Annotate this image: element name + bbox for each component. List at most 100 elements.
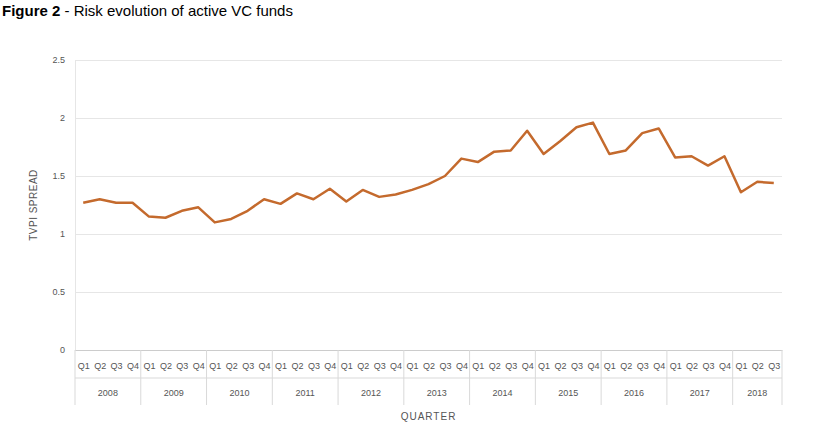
x-tick: Q2: [686, 350, 698, 371]
x-tick: Q1: [735, 350, 747, 371]
x-tick: Q4: [390, 350, 402, 371]
x-tick-label: Q3: [505, 361, 517, 371]
y-axis-line: [76, 61, 783, 351]
x-tick: Q2: [160, 350, 172, 371]
grid-line: [75, 176, 782, 177]
x-tick: Q1: [407, 350, 419, 371]
group-separator: [75, 350, 76, 405]
group-separator: [601, 350, 602, 405]
y-tick: 2.5: [52, 55, 782, 65]
x-tick-label: Q3: [439, 361, 451, 371]
chart: Figure 2 - Risk evolution of active VC f…: [0, 0, 815, 427]
x-tick: Q3: [242, 350, 254, 371]
grid-line: [75, 292, 782, 293]
x-tick: Q3: [374, 350, 386, 371]
x-tick: Q1: [604, 350, 616, 371]
y-tick-label: 1.5: [52, 171, 65, 181]
x-tick: Q2: [423, 350, 435, 371]
y-axis-title: TVPI SPREAD: [28, 169, 39, 241]
grid-line: [75, 234, 782, 235]
x-tick-label: Q4: [719, 361, 731, 371]
group-separator: [732, 350, 733, 405]
x-tick-label: Q2: [291, 361, 303, 371]
x-tick-label: Q4: [390, 361, 402, 371]
group-separator: [535, 350, 536, 405]
x-tick-label: Q2: [489, 361, 501, 371]
x-tick-label: Q1: [735, 361, 747, 371]
group-separator: [140, 350, 141, 405]
x-tick-label: Q4: [587, 361, 599, 371]
x-tick: Q2: [357, 350, 369, 371]
x-tick: Q2: [94, 350, 106, 371]
group-separator: [403, 350, 404, 405]
y-tick-label: 2: [60, 113, 65, 123]
x-tick-label: Q3: [637, 361, 649, 371]
x-tick-label: Q2: [160, 361, 172, 371]
x-tick-label: Q2: [423, 361, 435, 371]
y-tick-label: 0.5: [52, 287, 65, 297]
group-label: 2013: [427, 388, 447, 398]
x-tick-label: Q3: [703, 361, 715, 371]
grid-line: [75, 118, 782, 119]
x-tick-label: Q3: [176, 361, 188, 371]
x-tick: Q4: [456, 350, 468, 371]
group-label: 2017: [690, 388, 710, 398]
x-tick: Q1: [78, 350, 90, 371]
x-tick-label: Q1: [341, 361, 353, 371]
group-separator: [272, 350, 273, 405]
group-divider: [75, 378, 782, 379]
y-tick-label: 2.5: [52, 55, 65, 65]
x-tick: Q3: [768, 350, 780, 371]
x-tick: Q2: [620, 350, 632, 371]
x-tick: Q3: [637, 350, 649, 371]
x-tick: Q3: [308, 350, 320, 371]
grid-line: [75, 350, 782, 351]
x-tick-label: Q2: [555, 361, 567, 371]
title: Figure 2 - Risk evolution of active VC f…: [2, 2, 293, 19]
x-tick: Q1: [538, 350, 550, 371]
x-axis-line: [76, 350, 783, 351]
x-tick: Q4: [653, 350, 665, 371]
y-tick-label: 1: [60, 229, 65, 239]
x-tick-label: Q2: [357, 361, 369, 371]
x-tick: Q2: [291, 350, 303, 371]
x-tick-label: Q3: [768, 361, 780, 371]
x-tick-label: Q1: [472, 361, 484, 371]
group-label: 2015: [558, 388, 578, 398]
x-tick-label: Q2: [752, 361, 764, 371]
x-tick: Q4: [324, 350, 336, 371]
x-axis-title: QUARTER: [401, 411, 457, 422]
x-tick: Q1: [670, 350, 682, 371]
group-label: 2011: [296, 388, 315, 398]
x-tick-label: Q3: [374, 361, 386, 371]
x-axis: Q1Q2Q3Q4Q1Q2Q3Q4Q1Q2Q3Q4Q1Q2Q3Q4Q1Q2Q3Q4…: [76, 350, 783, 371]
x-tick: Q1: [275, 350, 287, 371]
x-tick-label: Q4: [522, 361, 534, 371]
x-tick-label: Q1: [604, 361, 616, 371]
x-tick-label: Q1: [78, 361, 90, 371]
x-tick-label: Q1: [275, 361, 287, 371]
x-tick-label: Q1: [143, 361, 155, 371]
x-tick-label: Q4: [259, 361, 271, 371]
x-tick: Q1: [472, 350, 484, 371]
x-tick-label: Q2: [686, 361, 698, 371]
x-tick: Q1: [143, 350, 155, 371]
x-tick: Q2: [489, 350, 501, 371]
group-label: 2010: [229, 388, 249, 398]
x-tick-label: Q4: [127, 361, 139, 371]
x-tick-label: Q3: [308, 361, 320, 371]
x-tick-label: Q4: [324, 361, 336, 371]
x-tick: Q2: [226, 350, 238, 371]
y-tick: 1: [60, 229, 782, 239]
x-tick: Q4: [259, 350, 271, 371]
x-tick: Q3: [111, 350, 123, 371]
x-tick: Q3: [703, 350, 715, 371]
y-tick: 1.5: [52, 171, 782, 181]
x-tick-label: Q3: [571, 361, 583, 371]
group-separator: [666, 350, 667, 405]
x-tick-label: Q3: [111, 361, 123, 371]
x-tick: Q4: [522, 350, 534, 371]
y-tick: 0: [60, 345, 782, 355]
x-tick-label: Q2: [94, 361, 106, 371]
x-tick: Q3: [176, 350, 188, 371]
